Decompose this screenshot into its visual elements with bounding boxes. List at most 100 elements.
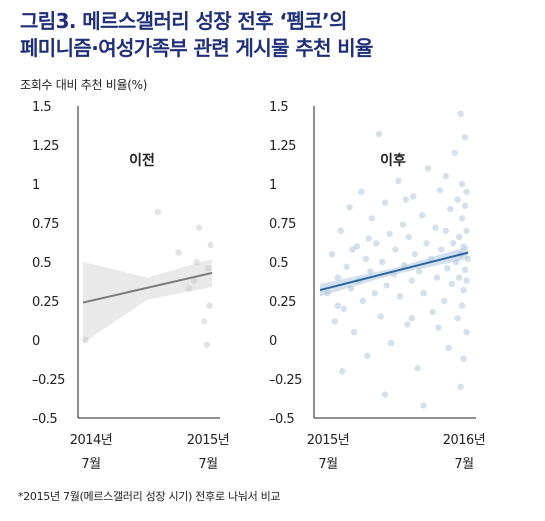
data-point bbox=[405, 233, 412, 241]
data-point bbox=[350, 329, 358, 336]
data-point bbox=[334, 274, 341, 281]
data-point bbox=[346, 204, 353, 211]
chart-title: 그림3. 메르스갤러리 성장 전후 ‘펨코’의 페미니즘·여성가족부 관련 게시… bbox=[20, 8, 535, 62]
x-tick-label: 7월 bbox=[454, 457, 473, 472]
x-tick-label: 2015년 bbox=[187, 433, 230, 448]
y-tick-label: 0 bbox=[269, 334, 277, 349]
data-point bbox=[373, 240, 380, 247]
data-point bbox=[415, 268, 423, 275]
data-point bbox=[411, 251, 418, 258]
data-point bbox=[408, 314, 415, 322]
data-point bbox=[455, 274, 463, 281]
data-point bbox=[343, 263, 350, 270]
data-point bbox=[328, 251, 336, 258]
x-tick-label: 2016년 bbox=[443, 433, 486, 448]
data-point bbox=[371, 290, 378, 297]
data-point bbox=[418, 212, 426, 219]
y-tick-label: 0.25 bbox=[269, 295, 296, 310]
data-point bbox=[420, 290, 427, 297]
data-point bbox=[399, 221, 407, 228]
y-tick-label: 0.75 bbox=[269, 217, 296, 232]
data-point bbox=[432, 224, 439, 231]
x-tick-label: 2014년 bbox=[70, 433, 113, 448]
data-point bbox=[448, 280, 455, 288]
data-point bbox=[378, 258, 386, 266]
data-point bbox=[395, 177, 402, 185]
y-axis-label: 조회수 대비 추천 비율(%) bbox=[20, 78, 148, 92]
data-point bbox=[358, 188, 365, 195]
data-point bbox=[402, 196, 410, 203]
data-point bbox=[410, 193, 417, 200]
data-point bbox=[458, 180, 466, 188]
panel-after: 1.5 1.25 1 0.75 0.5 0.25 0 –0.25 –0.5 2015년 7월 2016… bbox=[269, 100, 486, 472]
data-point bbox=[463, 188, 470, 195]
data-point bbox=[457, 383, 464, 390]
y-tick-label: –0.25 bbox=[269, 373, 302, 388]
data-point bbox=[381, 199, 389, 206]
data-point bbox=[455, 233, 463, 241]
data-point bbox=[195, 224, 203, 231]
data-point bbox=[396, 293, 404, 300]
trend-line bbox=[319, 251, 469, 292]
data-point bbox=[423, 240, 430, 247]
panel-label: 이후 bbox=[380, 152, 406, 169]
data-point bbox=[457, 110, 464, 118]
data-point bbox=[460, 243, 467, 250]
y-tick-label: –0.5 bbox=[269, 412, 294, 427]
data-point bbox=[154, 208, 162, 216]
data-point bbox=[458, 302, 466, 309]
data-point bbox=[337, 227, 344, 234]
panel-label: 이전 bbox=[129, 152, 155, 169]
data-point bbox=[365, 235, 373, 242]
y-tick-label: –0.5 bbox=[32, 412, 57, 427]
data-point bbox=[445, 344, 452, 351]
y-tick-label: 1.5 bbox=[32, 100, 51, 115]
data-point bbox=[452, 258, 460, 266]
data-point bbox=[204, 265, 212, 272]
y-tick-label: 0.5 bbox=[32, 256, 51, 271]
data-point bbox=[193, 258, 200, 266]
data-point bbox=[414, 364, 421, 372]
data-point bbox=[429, 308, 436, 316]
data-point bbox=[461, 266, 469, 273]
y-tick-label: 1.25 bbox=[32, 139, 59, 154]
y-tick-label: 1.5 bbox=[269, 100, 288, 115]
data-point bbox=[427, 255, 435, 263]
y-tick-label: 0.5 bbox=[269, 256, 288, 271]
data-point bbox=[461, 134, 469, 141]
data-point bbox=[454, 196, 461, 203]
data-point bbox=[387, 339, 395, 347]
data-point bbox=[334, 302, 341, 309]
title-line-1: 그림3. 메르스갤러리 성장 전후 ‘펨코’의 bbox=[20, 9, 347, 33]
data-point bbox=[207, 241, 214, 249]
data-point bbox=[392, 246, 399, 253]
footnote: *2015년 7월(메르스갤러리 성장 시기) 전후로 나눠서 비교 bbox=[18, 490, 281, 503]
data-point bbox=[368, 215, 375, 222]
data-point bbox=[353, 243, 361, 250]
x-tick-label: 2015년 bbox=[307, 433, 350, 448]
data-point bbox=[206, 302, 213, 309]
data-point bbox=[175, 249, 182, 256]
data-point bbox=[359, 297, 367, 305]
data-point bbox=[340, 305, 347, 312]
data-point bbox=[377, 313, 384, 320]
data-point bbox=[458, 215, 466, 222]
data-point bbox=[349, 246, 356, 253]
data-point bbox=[362, 255, 370, 263]
y-tick-label: 1.25 bbox=[269, 139, 296, 154]
data-point bbox=[404, 321, 411, 328]
data-point bbox=[447, 205, 454, 213]
data-point bbox=[331, 318, 338, 325]
data-point bbox=[324, 290, 331, 297]
x-tick-label: 7월 bbox=[198, 457, 217, 472]
data-point bbox=[364, 352, 371, 359]
data-point bbox=[381, 391, 389, 398]
data-point bbox=[424, 165, 432, 172]
data-point bbox=[461, 202, 469, 210]
data-point bbox=[442, 173, 449, 180]
y-tick-label: 1 bbox=[32, 178, 40, 193]
data-point bbox=[436, 187, 444, 194]
confidence-band bbox=[83, 258, 212, 344]
y-tick-label: 0 bbox=[32, 334, 40, 349]
